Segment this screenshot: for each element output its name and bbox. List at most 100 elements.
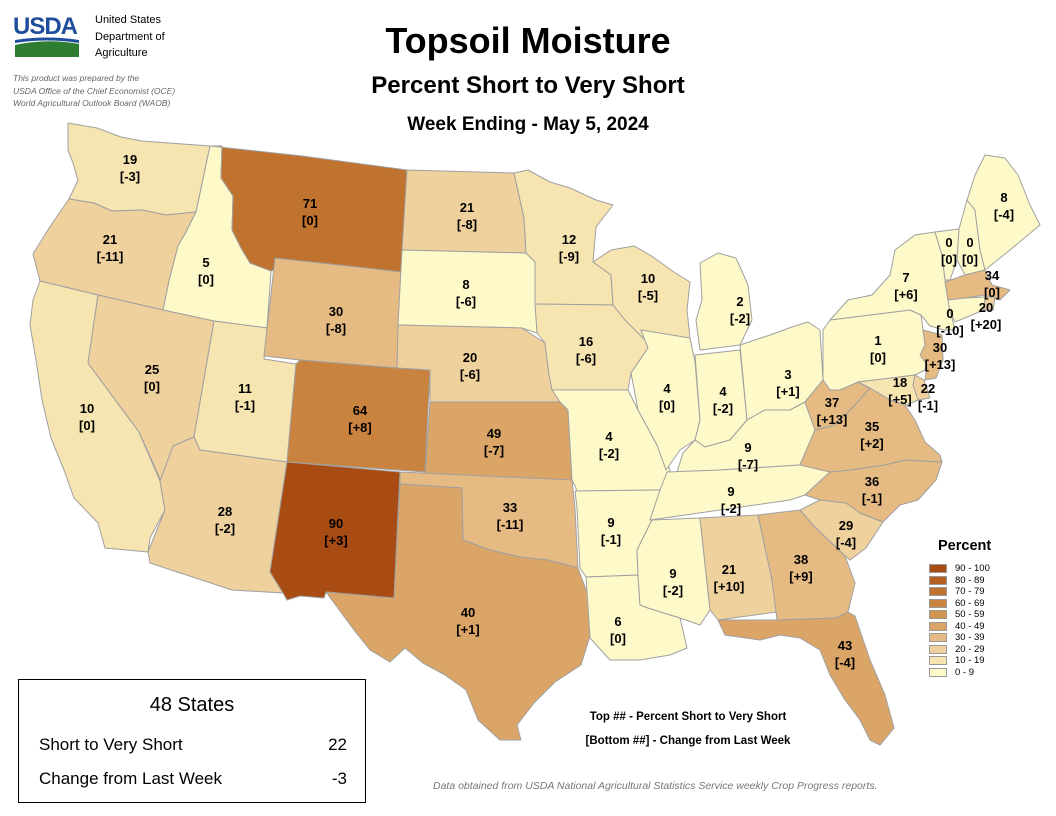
state-tx	[325, 483, 591, 741]
state-change-label: [-6]	[456, 294, 476, 309]
state-value-label: 90	[329, 516, 343, 531]
state-il	[630, 329, 701, 471]
state-value-label: 11	[238, 381, 252, 396]
state-value-label: 8	[462, 277, 469, 292]
state-value-label: 19	[123, 152, 137, 167]
state-value-label: 9	[727, 484, 734, 499]
agency-line-1: United States	[95, 14, 162, 26]
state-value-label: 3	[784, 367, 791, 382]
legend-label: 10 - 19	[955, 655, 985, 667]
state-nm	[269, 461, 401, 601]
state-change-label: [0]	[962, 252, 978, 267]
state-value-label: 21	[103, 232, 117, 247]
map-title: Topsoil Moisture	[385, 20, 671, 61]
state-value-label: 30	[329, 304, 343, 319]
state-change-label: [+13]	[817, 412, 848, 427]
source-note: Data obtained from USDA National Agricul…	[433, 780, 878, 792]
legend-label: 50 - 59	[955, 609, 985, 621]
summary-row-change: Change from Last Week -3	[39, 769, 347, 789]
state-change-label: [0]	[659, 398, 675, 413]
state-change-label: [+8]	[348, 420, 371, 435]
state-change-label: [-1]	[918, 398, 938, 413]
state-change-label: [+6]	[894, 287, 917, 302]
agency-name: United States Department of Agriculture	[95, 12, 165, 62]
legend-label: 20 - 29	[955, 643, 985, 655]
state-change-label: [-5]	[638, 288, 658, 303]
legend-label: 80 - 89	[955, 574, 985, 586]
state-change-label: [-2]	[713, 401, 733, 416]
credit-line-1: This product was prepared by the	[13, 73, 140, 83]
state-change-label: [0]	[870, 350, 886, 365]
state-change-label: [-3]	[120, 169, 140, 184]
state-value-label: 18	[893, 375, 907, 390]
state-change-label: [+1]	[776, 384, 799, 399]
state-value-label: 37	[825, 395, 839, 410]
state-change-label: [-4]	[994, 207, 1014, 222]
legend-swatch	[929, 656, 947, 666]
state-value-label: 10	[80, 401, 94, 416]
state-ma	[944, 269, 1011, 301]
legend-swatch	[929, 610, 947, 620]
state-ct	[947, 296, 986, 323]
state-change-label: [-8]	[457, 217, 477, 232]
state-value-label: 4	[719, 384, 727, 399]
usda-logo: USDA	[13, 13, 79, 57]
summary-row-short: Short to Very Short 22	[39, 735, 347, 755]
state-change-label: [-10]	[936, 323, 963, 338]
legend-swatch	[929, 587, 947, 597]
state-value-label: 9	[744, 440, 751, 455]
legend-item: 10 - 19	[929, 655, 1035, 667]
state-change-label: [-11]	[97, 249, 124, 264]
summary-change-label: Change from Last Week	[39, 769, 222, 788]
legend-label: 70 - 79	[955, 586, 985, 598]
state-value-label: 36	[865, 474, 879, 489]
state-value-label: 35	[865, 419, 879, 434]
state-wi	[592, 245, 691, 341]
state-value-label: 30	[933, 340, 947, 355]
state-change-label: [-11]	[497, 517, 524, 532]
state-change-label: [-2]	[599, 446, 619, 461]
state-change-label: [-4]	[836, 535, 856, 550]
state-change-label: [+5]	[888, 392, 911, 407]
state-value-label: 7	[902, 270, 909, 285]
state-de	[912, 374, 931, 401]
legend-title: Percent	[938, 538, 992, 554]
state-change-label: [0]	[610, 631, 626, 646]
summary-short-value: 22	[328, 735, 347, 754]
legend-item: 20 - 29	[929, 644, 1035, 656]
state-change-label: [+2]	[860, 436, 883, 451]
state-value-label: 5	[202, 255, 209, 270]
state-change-label: [-2]	[730, 311, 750, 326]
state-value-label: 34	[985, 268, 1000, 283]
state-value-label: 20	[979, 300, 993, 315]
map-subtitle: Percent Short to Very Short	[371, 72, 685, 99]
legend-swatch	[929, 667, 947, 677]
state-value-label: 49	[487, 426, 501, 441]
state-value-label: 0	[966, 235, 973, 250]
agency-line-2: Department of	[95, 30, 165, 43]
week-ending: Week Ending - May 5, 2024	[407, 114, 649, 135]
legend-label: 0 - 9	[955, 666, 975, 678]
legend-item: 30 - 39	[929, 632, 1035, 644]
state-value-label: 40	[461, 605, 475, 620]
legend-swatch	[929, 633, 947, 643]
state-change-label: [+9]	[789, 569, 812, 584]
state-value-label: 0	[945, 235, 952, 250]
state-value-label: 21	[722, 562, 736, 577]
legend-swatch	[929, 575, 947, 585]
state-value-label: 6	[614, 614, 621, 629]
state-change-label: [-1]	[601, 532, 621, 547]
state-change-label: [+13]	[925, 357, 956, 372]
state-mi	[695, 252, 753, 351]
state-change-label: [-4]	[835, 655, 855, 670]
credit-line-3: World Agricultural Outlook Board (WAOB)	[13, 98, 171, 108]
state-value-label: 0	[946, 306, 953, 321]
legend-item: 90 - 100	[929, 563, 1035, 575]
legend-item: 50 - 59	[929, 609, 1035, 621]
state-change-label: [0]	[79, 418, 95, 433]
summary-box: 48 States Short to Very Short 22 Change …	[18, 679, 366, 803]
legend-item: 40 - 49	[929, 621, 1035, 633]
state-change-label: [0]	[144, 379, 160, 394]
state-value-label: 43	[838, 638, 852, 653]
state-me	[966, 154, 1041, 271]
